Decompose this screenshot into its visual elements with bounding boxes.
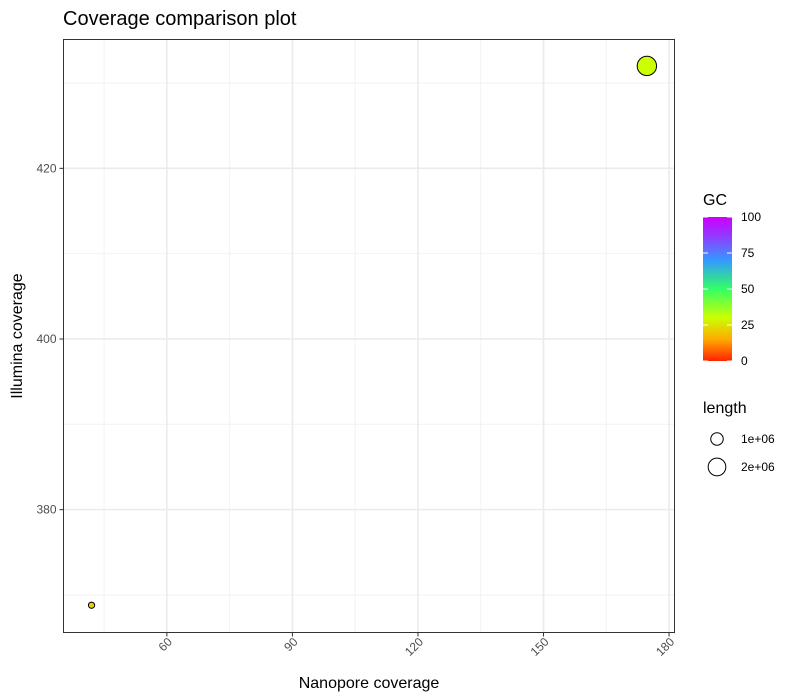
y-tick-label: 420 xyxy=(36,161,56,175)
data-points xyxy=(87,55,658,609)
length-legend: length 1e+06 2e+06 xyxy=(703,400,775,477)
length-legend-entries: 1e+06 2e+06 xyxy=(707,432,775,477)
y-axis-title: Illumina coverage xyxy=(9,273,26,399)
x-tick-label: 90 xyxy=(281,634,301,654)
data-point xyxy=(87,601,96,609)
length-legend-title: length xyxy=(703,400,747,417)
gc-tick-label: 0 xyxy=(741,354,748,368)
chart-title: Coverage comparison plot xyxy=(63,8,297,30)
gc-tick-label: 25 xyxy=(741,318,755,332)
x-tick-label: 150 xyxy=(528,634,552,658)
x-axis: 60 90 120 150 180 xyxy=(156,632,677,659)
gc-legend-ticks: 100 75 50 25 0 xyxy=(703,210,761,368)
grid-minor xyxy=(63,39,675,633)
length-legend-label: 2e+06 xyxy=(741,460,775,474)
grid-major xyxy=(63,39,675,633)
x-axis-title: Nanopore coverage xyxy=(299,675,440,692)
x-tick-label: 180 xyxy=(653,634,677,658)
data-point xyxy=(636,55,658,77)
x-tick-label: 60 xyxy=(156,634,176,654)
length-legend-key xyxy=(710,432,724,446)
gc-legend: GC 100 75 50 25 0 xyxy=(703,192,761,368)
plot-border xyxy=(63,39,675,633)
gc-tick-label: 100 xyxy=(741,210,761,224)
x-tick-label: 120 xyxy=(402,634,426,658)
y-tick-label: 380 xyxy=(36,503,56,517)
length-legend-label: 1e+06 xyxy=(741,432,775,446)
y-axis: 380 400 420 xyxy=(36,161,64,517)
gc-tick-label: 75 xyxy=(741,246,755,260)
gc-legend-title: GC xyxy=(703,192,727,209)
length-legend-key xyxy=(707,457,727,477)
gc-tick-label: 50 xyxy=(741,282,755,296)
y-tick-label: 400 xyxy=(36,332,56,346)
plot-panel xyxy=(63,39,675,633)
